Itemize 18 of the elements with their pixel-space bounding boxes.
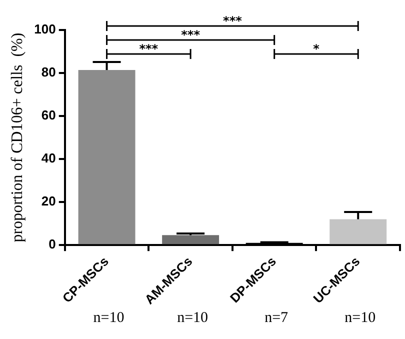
bar [330, 219, 387, 244]
bar [78, 70, 136, 244]
y-tick-label: 100 [34, 22, 56, 37]
text: n=7 [264, 310, 289, 326]
annotation: *** [139, 42, 159, 56]
text: n=10 [177, 310, 208, 326]
y-tick-label: 0 [48, 236, 56, 252]
annotation: *** [181, 28, 201, 42]
y-axis-title: proportion of CD106+ cells (%) [8, 32, 26, 242]
y-tick-label: 40 [41, 150, 56, 166]
y-tick-label: 60 [41, 108, 56, 123]
y-tick-label: 80 [41, 64, 56, 80]
annotation: * [313, 42, 320, 56]
text: *** [223, 14, 243, 28]
y-tick-label: 20 [41, 194, 56, 209]
bar [162, 235, 220, 244]
text: n=10 [93, 310, 124, 326]
text: n=10 [344, 310, 376, 326]
